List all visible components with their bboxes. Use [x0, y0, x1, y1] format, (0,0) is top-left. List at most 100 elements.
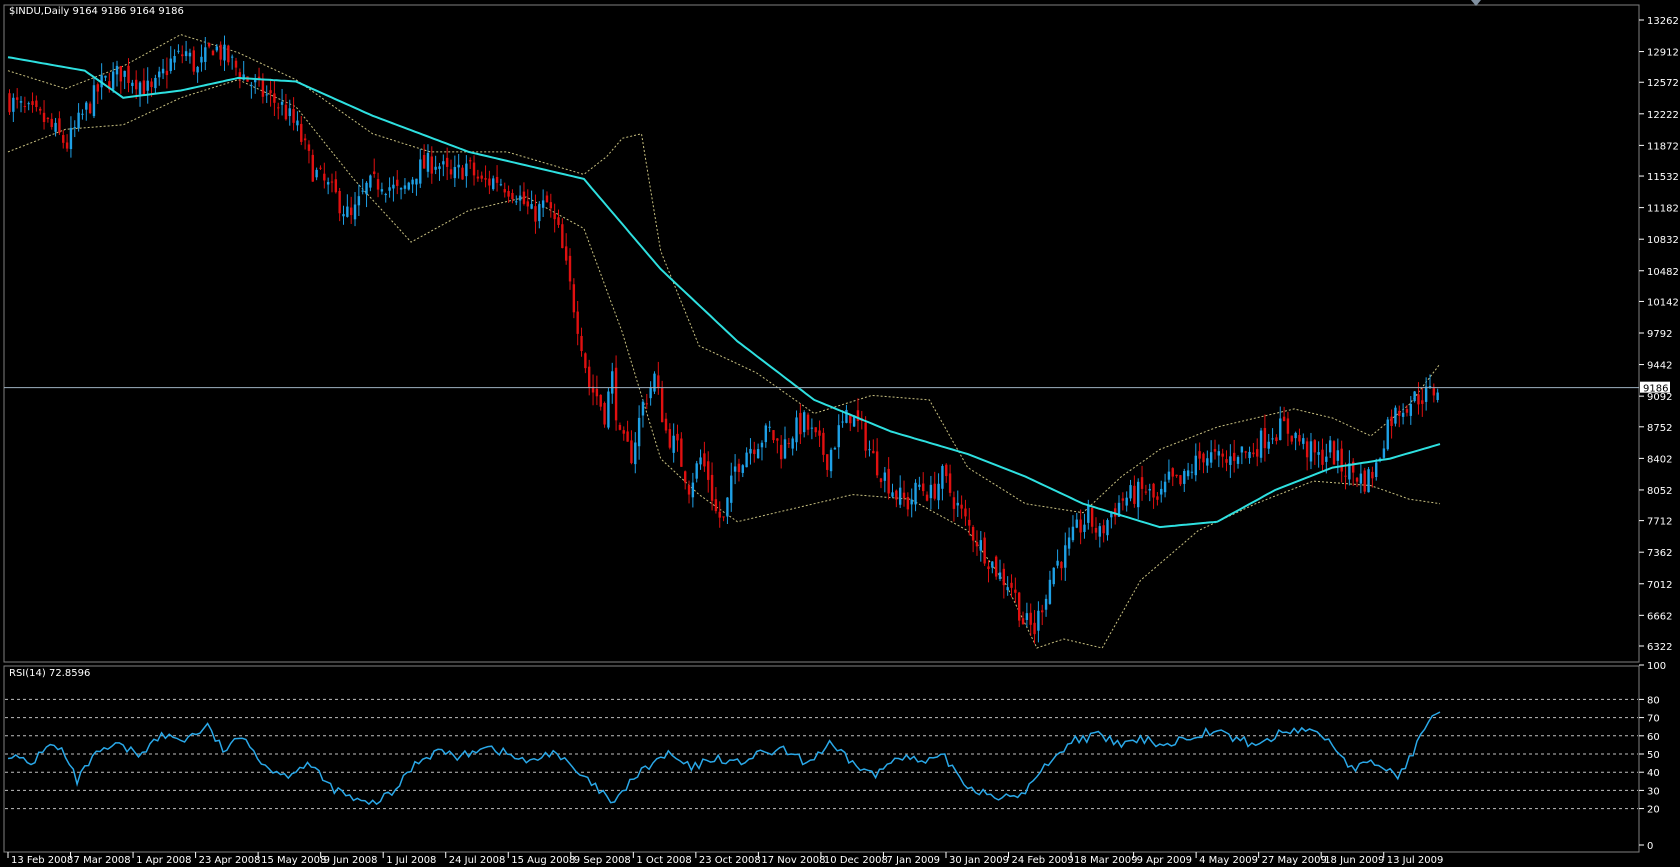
- candle-body: [1375, 462, 1378, 478]
- candle-body: [376, 179, 380, 190]
- candle-body: [1186, 470, 1190, 477]
- candle-body: [1094, 528, 1098, 533]
- candle-body: [945, 464, 948, 477]
- candle-body: [1110, 512, 1113, 518]
- candle-body: [115, 65, 119, 75]
- candle-body: [411, 179, 414, 185]
- candle-body: [1202, 453, 1205, 463]
- candle-body: [207, 42, 211, 47]
- candle: [1125, 491, 1128, 512]
- candle: [745, 447, 748, 468]
- candle: [657, 361, 660, 395]
- candle-body: [1075, 519, 1078, 528]
- candle-body: [564, 246, 568, 261]
- candle-body: [541, 200, 545, 208]
- candle-body: [588, 366, 591, 388]
- candle: [637, 405, 641, 460]
- candle: [1202, 452, 1205, 474]
- candle: [591, 374, 595, 406]
- candle: [200, 44, 203, 72]
- candle-body: [895, 490, 898, 500]
- candle-body: [641, 401, 645, 416]
- candle: [422, 144, 426, 169]
- candle-body: [1363, 470, 1366, 492]
- candle: [787, 437, 791, 448]
- candle: [875, 438, 879, 479]
- time-tick-label: 15 May 2008: [261, 855, 326, 866]
- price-tick-label: 7712: [1647, 517, 1672, 528]
- time-tick-label: 17 Nov 2008: [761, 855, 825, 866]
- candle: [65, 134, 69, 152]
- band-bb-lower: [7, 79, 1441, 649]
- candle: [415, 178, 418, 196]
- time-tick-label: 10 Dec 2008: [824, 855, 888, 866]
- candle-body: [142, 80, 146, 95]
- candle: [603, 401, 606, 428]
- candle: [154, 74, 157, 94]
- time-tick-label: 13 Jul 2009: [1387, 855, 1444, 866]
- candle: [538, 201, 541, 229]
- candle: [937, 473, 940, 510]
- candle-body: [779, 444, 783, 460]
- candle: [826, 454, 829, 477]
- candle-body: [1359, 473, 1363, 484]
- price-axis: 13262 12912 12572 12222 11872 11532 11182 10832…: [1639, 16, 1679, 653]
- candle: [73, 120, 76, 138]
- candle: [1267, 433, 1270, 455]
- time-tick-label: 1 Apr 2008: [136, 855, 191, 866]
- candle-body: [1248, 451, 1251, 459]
- candle-body: [1424, 386, 1428, 402]
- candle: [104, 75, 107, 81]
- candle: [1209, 440, 1213, 468]
- candle-body: [227, 45, 230, 63]
- candle: [1044, 594, 1048, 617]
- candle-body: [703, 453, 706, 467]
- candle-body: [1106, 520, 1109, 536]
- candle-body: [1229, 456, 1232, 465]
- candle: [868, 440, 871, 457]
- candle-body: [772, 430, 775, 441]
- candle: [461, 165, 464, 180]
- candle: [261, 73, 265, 104]
- candle: [1409, 396, 1412, 425]
- candle-body: [1102, 525, 1105, 534]
- candle: [1121, 492, 1125, 511]
- candle: [1428, 374, 1432, 389]
- candle-body: [875, 451, 879, 476]
- candle-body: [1152, 483, 1155, 498]
- candle-body: [741, 465, 744, 473]
- candle: [1060, 561, 1063, 581]
- shift-marker-icon[interactable]: [1471, 0, 1481, 6]
- price-tick-label: 11872: [1647, 141, 1679, 152]
- candle: [311, 149, 314, 182]
- candle-body: [1041, 610, 1044, 613]
- candle-body: [810, 427, 814, 429]
- candle-body: [1002, 568, 1006, 586]
- candle-body: [353, 204, 357, 220]
- candle-body: [964, 508, 967, 517]
- candle: [204, 36, 207, 71]
- candle-body: [50, 118, 53, 128]
- candle-body: [1217, 451, 1221, 456]
- price-tick-label: 10142: [1647, 297, 1679, 308]
- candle-body: [922, 483, 925, 492]
- candle-body: [434, 166, 437, 170]
- candle: [941, 464, 944, 501]
- candle-body: [1090, 507, 1094, 527]
- candle-body: [384, 194, 387, 196]
- candle-body: [445, 157, 449, 167]
- candle: [1229, 444, 1232, 478]
- candle-body: [111, 71, 115, 90]
- candle: [849, 413, 852, 432]
- candle: [1140, 465, 1144, 501]
- candle: [96, 82, 100, 105]
- candle: [1083, 513, 1086, 539]
- candle-body: [538, 204, 541, 222]
- candle: [1221, 448, 1224, 468]
- candle: [910, 488, 913, 518]
- candle-body: [1064, 545, 1067, 568]
- candle: [1275, 434, 1278, 445]
- candle: [445, 147, 449, 181]
- price-tick-label: 7012: [1647, 580, 1672, 591]
- candle-body: [699, 457, 702, 465]
